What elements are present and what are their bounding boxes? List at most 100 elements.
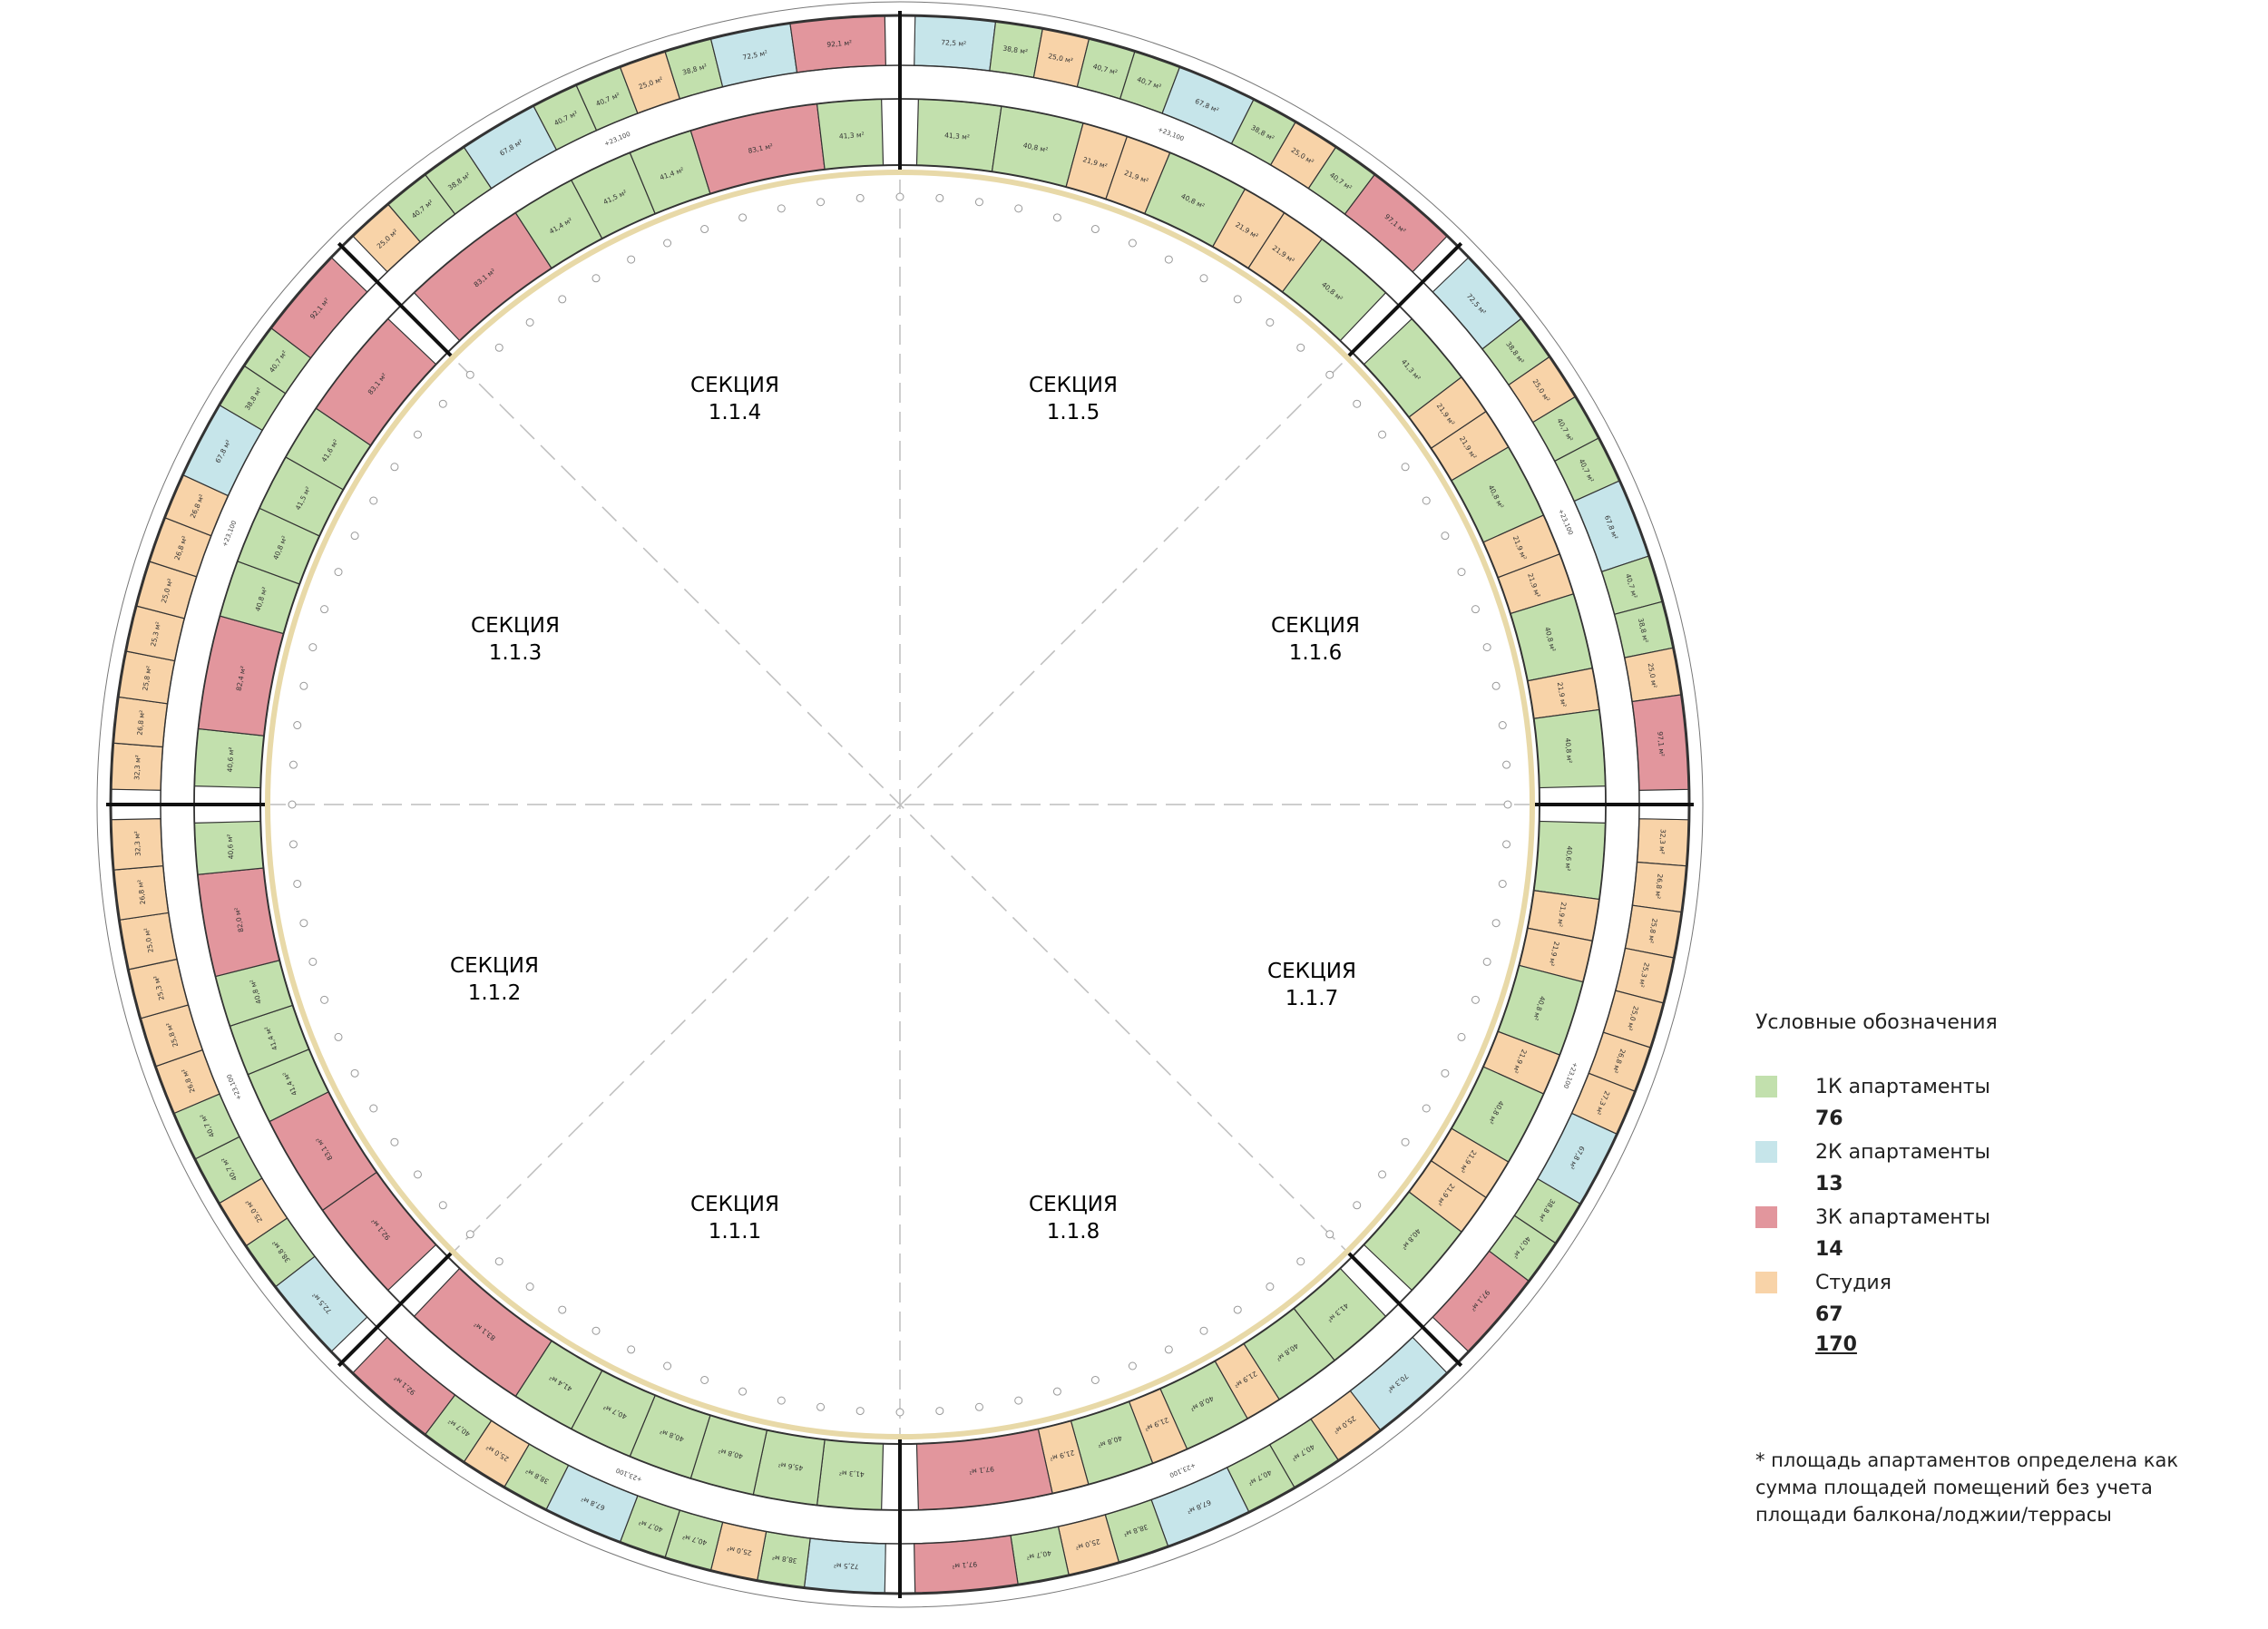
level-mark: +23,100	[603, 131, 631, 148]
unit-area: 40,6 м²	[226, 834, 236, 859]
axis-marker	[895, 192, 904, 201]
unit-area: 45,6 м²	[777, 1460, 804, 1472]
axis-marker	[974, 198, 983, 207]
axis-marker	[1441, 532, 1450, 541]
axis-marker	[1199, 274, 1208, 283]
axis-marker	[627, 255, 636, 264]
axis-marker	[1471, 605, 1480, 614]
axis-marker	[413, 430, 422, 439]
axis-marker	[288, 760, 298, 769]
axis-marker	[369, 496, 378, 505]
axis-marker	[525, 1283, 534, 1292]
section-divider	[1347, 1252, 1463, 1368]
axis-marker	[288, 840, 298, 849]
level-mark: +23,100	[1168, 1461, 1197, 1478]
axis-marker	[308, 957, 318, 966]
axis-marker	[334, 568, 343, 577]
unit-area: 97,1 м²	[952, 1560, 977, 1570]
axis-marker	[558, 1305, 567, 1314]
section-guides	[150, 63, 1651, 1546]
unit-area: 40,8 м²	[1564, 737, 1574, 763]
axis-marker	[855, 193, 865, 202]
section-divider	[337, 1252, 453, 1368]
axis-marker	[1052, 1387, 1061, 1396]
axis-marker	[1199, 1326, 1208, 1335]
legend-swatch-1k	[1755, 1076, 1777, 1097]
axis-marker	[1498, 879, 1507, 888]
axis-marker	[525, 317, 534, 327]
axis-marker	[1128, 1361, 1137, 1371]
section-label-114: СЕКЦИЯ	[690, 374, 779, 397]
axis-marker	[494, 1257, 503, 1266]
section-labels: СЕКЦИЯ 1.1.4 СЕКЦИЯ 1.1.5 СЕКЦИЯ 1.1.6 С…	[450, 374, 1360, 1244]
axis-marker	[777, 204, 786, 213]
unit-area: 41,3 м²	[839, 131, 865, 141]
section-divider	[337, 241, 453, 357]
axis-marker	[700, 1375, 709, 1384]
level-mark: +23,100	[1157, 126, 1185, 143]
axis-marker	[627, 1345, 636, 1354]
unit-area: 41,3 м²	[839, 1468, 865, 1478]
level-mark: +23,100	[1562, 1061, 1579, 1089]
axis-marker	[1491, 919, 1501, 928]
axis-marker	[935, 193, 944, 202]
axis-marker	[700, 225, 709, 234]
axis-marker	[350, 532, 359, 541]
legend-count-studio: 67	[1815, 1303, 1843, 1326]
axis-marker	[1378, 430, 1387, 439]
axis-marker	[663, 1361, 672, 1371]
axis-marker	[816, 198, 826, 207]
axis-marker	[1090, 225, 1100, 234]
axis-marker	[1353, 1201, 1362, 1210]
axis-marker	[591, 274, 601, 283]
axis-marker	[288, 800, 297, 809]
axis-marker	[1471, 995, 1480, 1004]
legend-count-1k: 76	[1815, 1107, 1843, 1130]
axis-marker	[777, 1396, 786, 1405]
axis-marker	[1014, 204, 1023, 213]
level-mark: +23,100	[226, 1073, 243, 1101]
axis-marker	[738, 1387, 748, 1396]
section-label-116: СЕКЦИЯ	[1271, 614, 1360, 638]
section-number-115: 1.1.5	[1047, 401, 1100, 424]
axis-marker	[1052, 213, 1061, 222]
unit-area: 32,3 м²	[132, 831, 142, 856]
axis-marker	[1014, 1396, 1023, 1405]
axis-marker	[935, 1407, 944, 1416]
axis-marker	[320, 995, 329, 1004]
axis-marker	[1401, 1137, 1410, 1146]
unit-area: 41,3 м²	[944, 132, 970, 141]
axis-marker	[293, 879, 302, 888]
inner-terrace-edge	[265, 170, 1535, 1439]
level-mark: +23,100	[1557, 508, 1574, 536]
axis-marker	[1266, 317, 1275, 327]
legend-label-3k: 3К апартаменты	[1815, 1205, 1990, 1229]
axis-marker	[1502, 840, 1511, 849]
axis-marker	[738, 213, 748, 222]
axis-marker	[1422, 1104, 1431, 1113]
unit-area: 92,1 м²	[826, 39, 852, 49]
axis-marker	[1353, 399, 1362, 408]
unit-area: 26,8 м²	[135, 709, 146, 736]
legend-title: Условные обозначения	[1755, 1011, 1998, 1034]
axis-marker	[494, 343, 503, 352]
stair-core	[899, 15, 916, 66]
axis-marker	[1325, 370, 1334, 379]
axis-marker	[663, 239, 672, 248]
axis-marker	[1491, 681, 1501, 690]
axis-marker	[320, 605, 329, 614]
legend-item-1k: 1К апартаменты	[1755, 1070, 2227, 1103]
axis-marker	[334, 1032, 343, 1041]
axis-marker	[1164, 255, 1173, 264]
guide-line-3	[376, 280, 1425, 1330]
unit-area: 38,8 м²	[771, 1553, 797, 1565]
unit-area: 21,9 м²	[1556, 902, 1568, 928]
axis-marker	[413, 1170, 422, 1179]
axis-marker	[438, 1201, 447, 1210]
legend-swatch-3k	[1755, 1206, 1777, 1228]
legend-count-2k: 13	[1815, 1173, 1843, 1195]
section-number-113: 1.1.3	[489, 641, 543, 665]
